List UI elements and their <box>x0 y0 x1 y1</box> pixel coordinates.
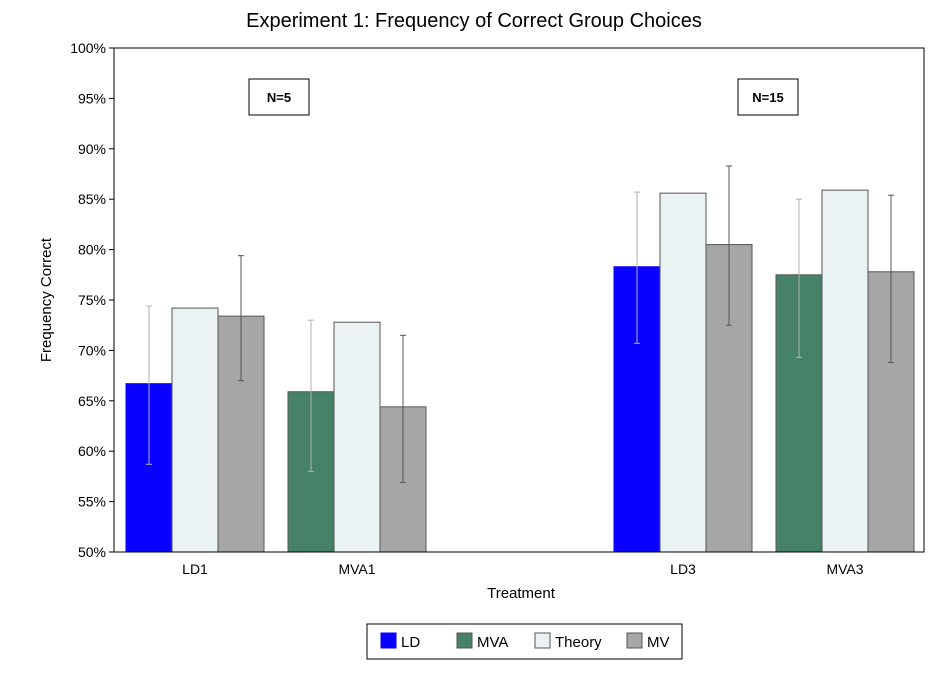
y-axis: 50% 55% 60% 65% 70% 75% 80% 85% 90% 95% 100% <box>70 40 114 560</box>
y-tick-label: 100% <box>70 40 106 56</box>
legend-swatch-theory <box>534 632 551 649</box>
bar-theory-mva1 <box>333 321 381 553</box>
y-tick-label: 70% <box>78 342 106 358</box>
legend-swatch-mv <box>626 632 643 649</box>
plot-frame <box>113 47 925 553</box>
error-bars <box>146 165 894 483</box>
legend-label-theory: Theory <box>555 634 602 651</box>
chart-title: Experiment 1: Frequency of Correct Group… <box>246 10 702 32</box>
y-tick-label: 75% <box>78 292 106 308</box>
y-tick-label: 65% <box>78 393 106 409</box>
y-tick-label: 60% <box>78 443 106 459</box>
legend-swatch-ld <box>380 632 397 649</box>
bar-theory-mva3 <box>821 189 869 553</box>
bar-theory-ld3 <box>659 192 707 553</box>
y-tick-label: 95% <box>78 90 106 106</box>
x-axis: LD1 MVA1 LD3 MVA3 <box>182 561 864 577</box>
x-tick-label-ld3: LD3 <box>670 561 696 577</box>
legend-label-ld: LD <box>401 634 420 651</box>
bars <box>125 189 915 553</box>
y-tick-label: 80% <box>78 242 106 258</box>
x-axis-label: Treatment <box>487 585 556 602</box>
annotation-n5-text: N=5 <box>267 90 291 105</box>
y-tick-label: 90% <box>78 141 106 157</box>
legend-label-mv: MV <box>647 634 670 651</box>
y-axis-label: Frequency Correct <box>38 237 55 362</box>
x-tick-label-ld1: LD1 <box>182 561 208 577</box>
annotation-n15: N=15 <box>737 78 799 116</box>
legend-label-mva: MVA <box>477 634 508 651</box>
x-tick-label-mva3: MVA3 <box>826 561 863 577</box>
annotation-n5: N=5 <box>248 78 310 116</box>
bar-theory-ld1 <box>171 307 219 553</box>
y-tick-label: 85% <box>78 191 106 207</box>
x-tick-label-mva1: MVA1 <box>338 561 375 577</box>
annotation-n15-text: N=15 <box>752 90 783 105</box>
legend: LD MVA Theory MV <box>366 623 683 660</box>
y-tick-label: 50% <box>78 544 106 560</box>
y-tick-label: 55% <box>78 494 106 510</box>
legend-swatch-mva <box>456 632 473 649</box>
